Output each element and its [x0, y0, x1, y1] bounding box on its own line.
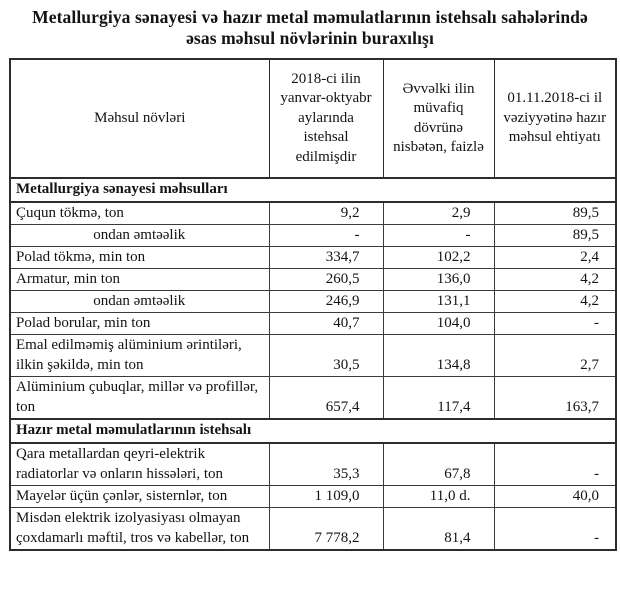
report-page: Metallurgiya sənayesi və hazır metal məm…	[0, 7, 620, 551]
produced-value: 35,3	[268, 442, 384, 486]
percent-value: 117,4	[382, 376, 495, 420]
product-label: Polad borular, min ton	[9, 312, 270, 335]
table-row: Armatur, min ton 260,5 136,0 4,2	[9, 268, 617, 291]
percent-value: 131,1	[382, 290, 495, 313]
stock-value: 2,4	[493, 246, 617, 269]
percent-value: 81,4	[382, 507, 495, 551]
section-header-label: Metallurgiya sənayesi məhsulları	[9, 177, 617, 203]
produced-value: 657,4	[268, 376, 384, 420]
section-header-row: Hazır metal məmulatlarının istehsalı	[9, 418, 617, 444]
section-header-row: Metallurgiya sənayesi məhsulları	[9, 177, 617, 203]
table-row: Qara metallardan qeyri-elektrik radiator…	[9, 442, 617, 486]
table-row: Alüminium çubuqlar, millər və profillər,…	[9, 376, 617, 420]
table-row: Misdən elektrik izolyasiyası olmayan çox…	[9, 507, 617, 551]
table-row: ondan əmtəəlik - -89,5	[9, 224, 617, 247]
section-header-label: Hazır metal məmulatlarının istehsalı	[9, 418, 617, 444]
product-label: ondan əmtəəlik	[9, 290, 270, 313]
produced-value: 9,2	[268, 201, 384, 225]
stock-value: -	[493, 507, 617, 551]
table-row: ondan əmtəəlik 246,9 131,1 4,2	[9, 290, 617, 313]
table-row: Mayelər üçün çənlər, sisternlər, ton 1 10…	[9, 485, 617, 508]
table-row: Emal edilməmiş alüminium ərintiləri, ilk…	[9, 334, 617, 377]
produced-value: 1 109,0	[268, 485, 384, 508]
stock-value: -	[493, 312, 617, 335]
percent-value: 67,8	[382, 442, 495, 486]
product-label: ondan əmtəəlik	[9, 224, 270, 247]
stock-value: 2,7	[493, 334, 617, 377]
produced-value: 260,5	[268, 268, 384, 291]
product-label: Polad tökmə, min ton	[9, 246, 270, 269]
product-label: Qara metallardan qeyri-elektrik radiator…	[9, 442, 270, 486]
table-header: Məhsul növləri 2018-ci ilin yanvar-oktya…	[9, 58, 617, 179]
production-table: Məhsul növləri 2018-ci ilin yanvar-oktya…	[9, 58, 617, 551]
percent-value: 2,9	[382, 201, 495, 225]
table-row: Çuqun tökmə, ton 9,2 2,9 89,5	[9, 201, 617, 225]
stock-value: 163,7	[493, 376, 617, 420]
table-row: Polad tökmə, min ton 334,7 102,2 2,4	[9, 246, 617, 269]
product-label: Çuqun tökmə, ton	[9, 201, 270, 225]
stock-value: 4,2	[493, 268, 617, 291]
percent-value: 102,2	[382, 246, 495, 269]
stock-value: 40,0	[493, 485, 617, 508]
table-row: Polad borular, min ton 40,7 104,0-	[9, 312, 617, 335]
produced-value: 334,7	[268, 246, 384, 269]
stock-value: 89,5	[493, 224, 617, 247]
column-header-product-types: Məhsul növləri	[9, 58, 270, 179]
produced-value: 246,9	[268, 290, 384, 313]
produced-value: 7 778,2	[268, 507, 384, 551]
produced-value: -	[268, 224, 384, 247]
column-header-percent-vs-previous-year: Əvvəlki ilin müvafiq dövrünə nisbətən, f…	[382, 58, 495, 179]
product-label: Alüminium çubuqlar, millər və profillər,…	[9, 376, 270, 420]
stock-value: 4,2	[493, 290, 617, 313]
percent-value: -	[382, 224, 495, 247]
percent-value: 134,8	[382, 334, 495, 377]
column-header-finished-product-stock: 01.11.2018-ci il vəziyyətinə hazır məhsu…	[493, 58, 617, 179]
page-title: Metallurgiya sənayesi və hazır metal məm…	[32, 7, 588, 48]
product-label: Mayelər üçün çənlər, sisternlər, ton	[9, 485, 270, 508]
produced-value: 30,5	[268, 334, 384, 377]
product-label: Emal edilməmiş alüminium ərintiləri, ilk…	[9, 334, 270, 377]
column-header-produced-2018: 2018-ci ilin yanvar-oktyabr aylarında is…	[268, 58, 384, 179]
product-label: Armatur, min ton	[9, 268, 270, 291]
product-label: Misdən elektrik izolyasiyası olmayan çox…	[9, 507, 270, 551]
produced-value: 40,7	[268, 312, 384, 335]
stock-value: 89,5	[493, 201, 617, 225]
percent-value: 136,0	[382, 268, 495, 291]
percent-value: 104,0	[382, 312, 495, 335]
table-body: Metallurgiya sənayesi məhsulları Çuqun tö…	[9, 177, 617, 551]
stock-value: -	[493, 442, 617, 486]
percent-value: 11,0 d.	[382, 485, 495, 508]
